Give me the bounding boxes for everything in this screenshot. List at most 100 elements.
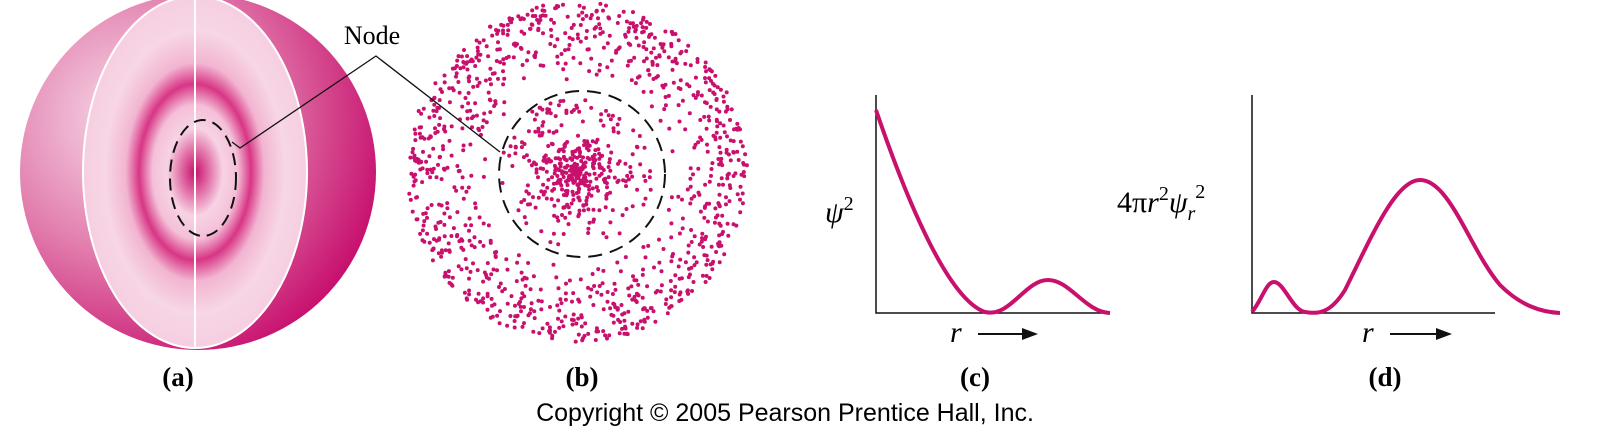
dot [654,55,658,60]
dot [438,87,443,92]
dot [552,20,556,25]
dot [541,3,546,8]
dot [432,237,436,242]
dot [669,295,674,300]
dot [445,165,450,170]
dot [526,313,531,318]
dot [698,209,703,214]
dot [473,205,478,210]
dot [520,140,524,145]
dot [708,104,713,109]
dot [585,155,590,160]
dot [709,78,713,83]
dot [559,319,564,324]
dot [439,203,444,208]
dot [738,210,743,215]
dot [435,129,440,134]
dot [715,85,720,90]
dot [644,47,649,52]
dot [680,216,685,221]
dot [575,155,580,160]
dot [688,176,693,181]
dot [567,210,572,215]
dot [634,144,639,149]
dot [676,264,681,269]
dot [571,197,576,202]
dot [525,202,530,207]
dot [727,199,732,204]
dot [454,74,458,79]
dot [703,280,708,284]
dot [689,196,694,201]
dot [570,37,575,42]
dot [457,168,462,173]
sub: r [1187,203,1195,225]
dot [728,118,732,122]
dot [624,184,628,189]
dot [612,175,617,180]
dot [576,316,581,321]
dot [524,221,529,226]
dot [611,301,616,306]
dot [597,22,602,27]
dot [569,26,574,30]
dot [636,282,641,287]
dot [601,329,606,334]
dot [706,114,711,119]
dot [606,143,611,148]
dot [540,123,545,128]
dot [637,134,642,138]
dot [410,209,415,214]
dot [671,252,675,256]
dot [677,299,682,303]
dot [543,153,548,158]
dot [641,89,646,94]
dot [490,33,495,38]
dot [578,166,583,171]
dot [708,68,713,73]
dot [501,57,506,62]
dot [431,166,436,171]
dot [552,187,557,191]
dot [692,234,697,239]
dot [544,160,549,165]
dot [475,84,480,88]
dot [519,309,523,314]
dot [641,15,646,20]
dot [474,297,478,302]
dot [742,174,747,179]
dot [652,265,656,270]
dot [628,170,633,175]
dot [541,166,546,171]
dot [622,331,627,336]
dot [490,314,495,319]
dot [626,177,631,182]
dot [617,331,622,336]
dot [597,68,602,73]
dot [427,154,432,159]
dot [462,60,467,65]
dot [709,173,713,178]
dot [581,155,585,160]
dot [441,147,446,152]
dot [489,296,494,301]
dot [551,231,556,236]
dot [535,17,540,22]
dot [554,275,559,280]
dot [505,323,510,328]
dot [645,308,650,313]
dot [442,73,447,78]
dot [687,111,692,116]
dot [688,63,693,68]
r: r [1147,186,1159,219]
dot [519,145,524,150]
dot [630,297,635,302]
dot [611,313,616,318]
dot [502,76,507,81]
dot [586,148,591,153]
dot [680,226,685,231]
dot [546,177,551,182]
dot [561,232,566,236]
dot [610,292,615,296]
dot [650,62,655,67]
